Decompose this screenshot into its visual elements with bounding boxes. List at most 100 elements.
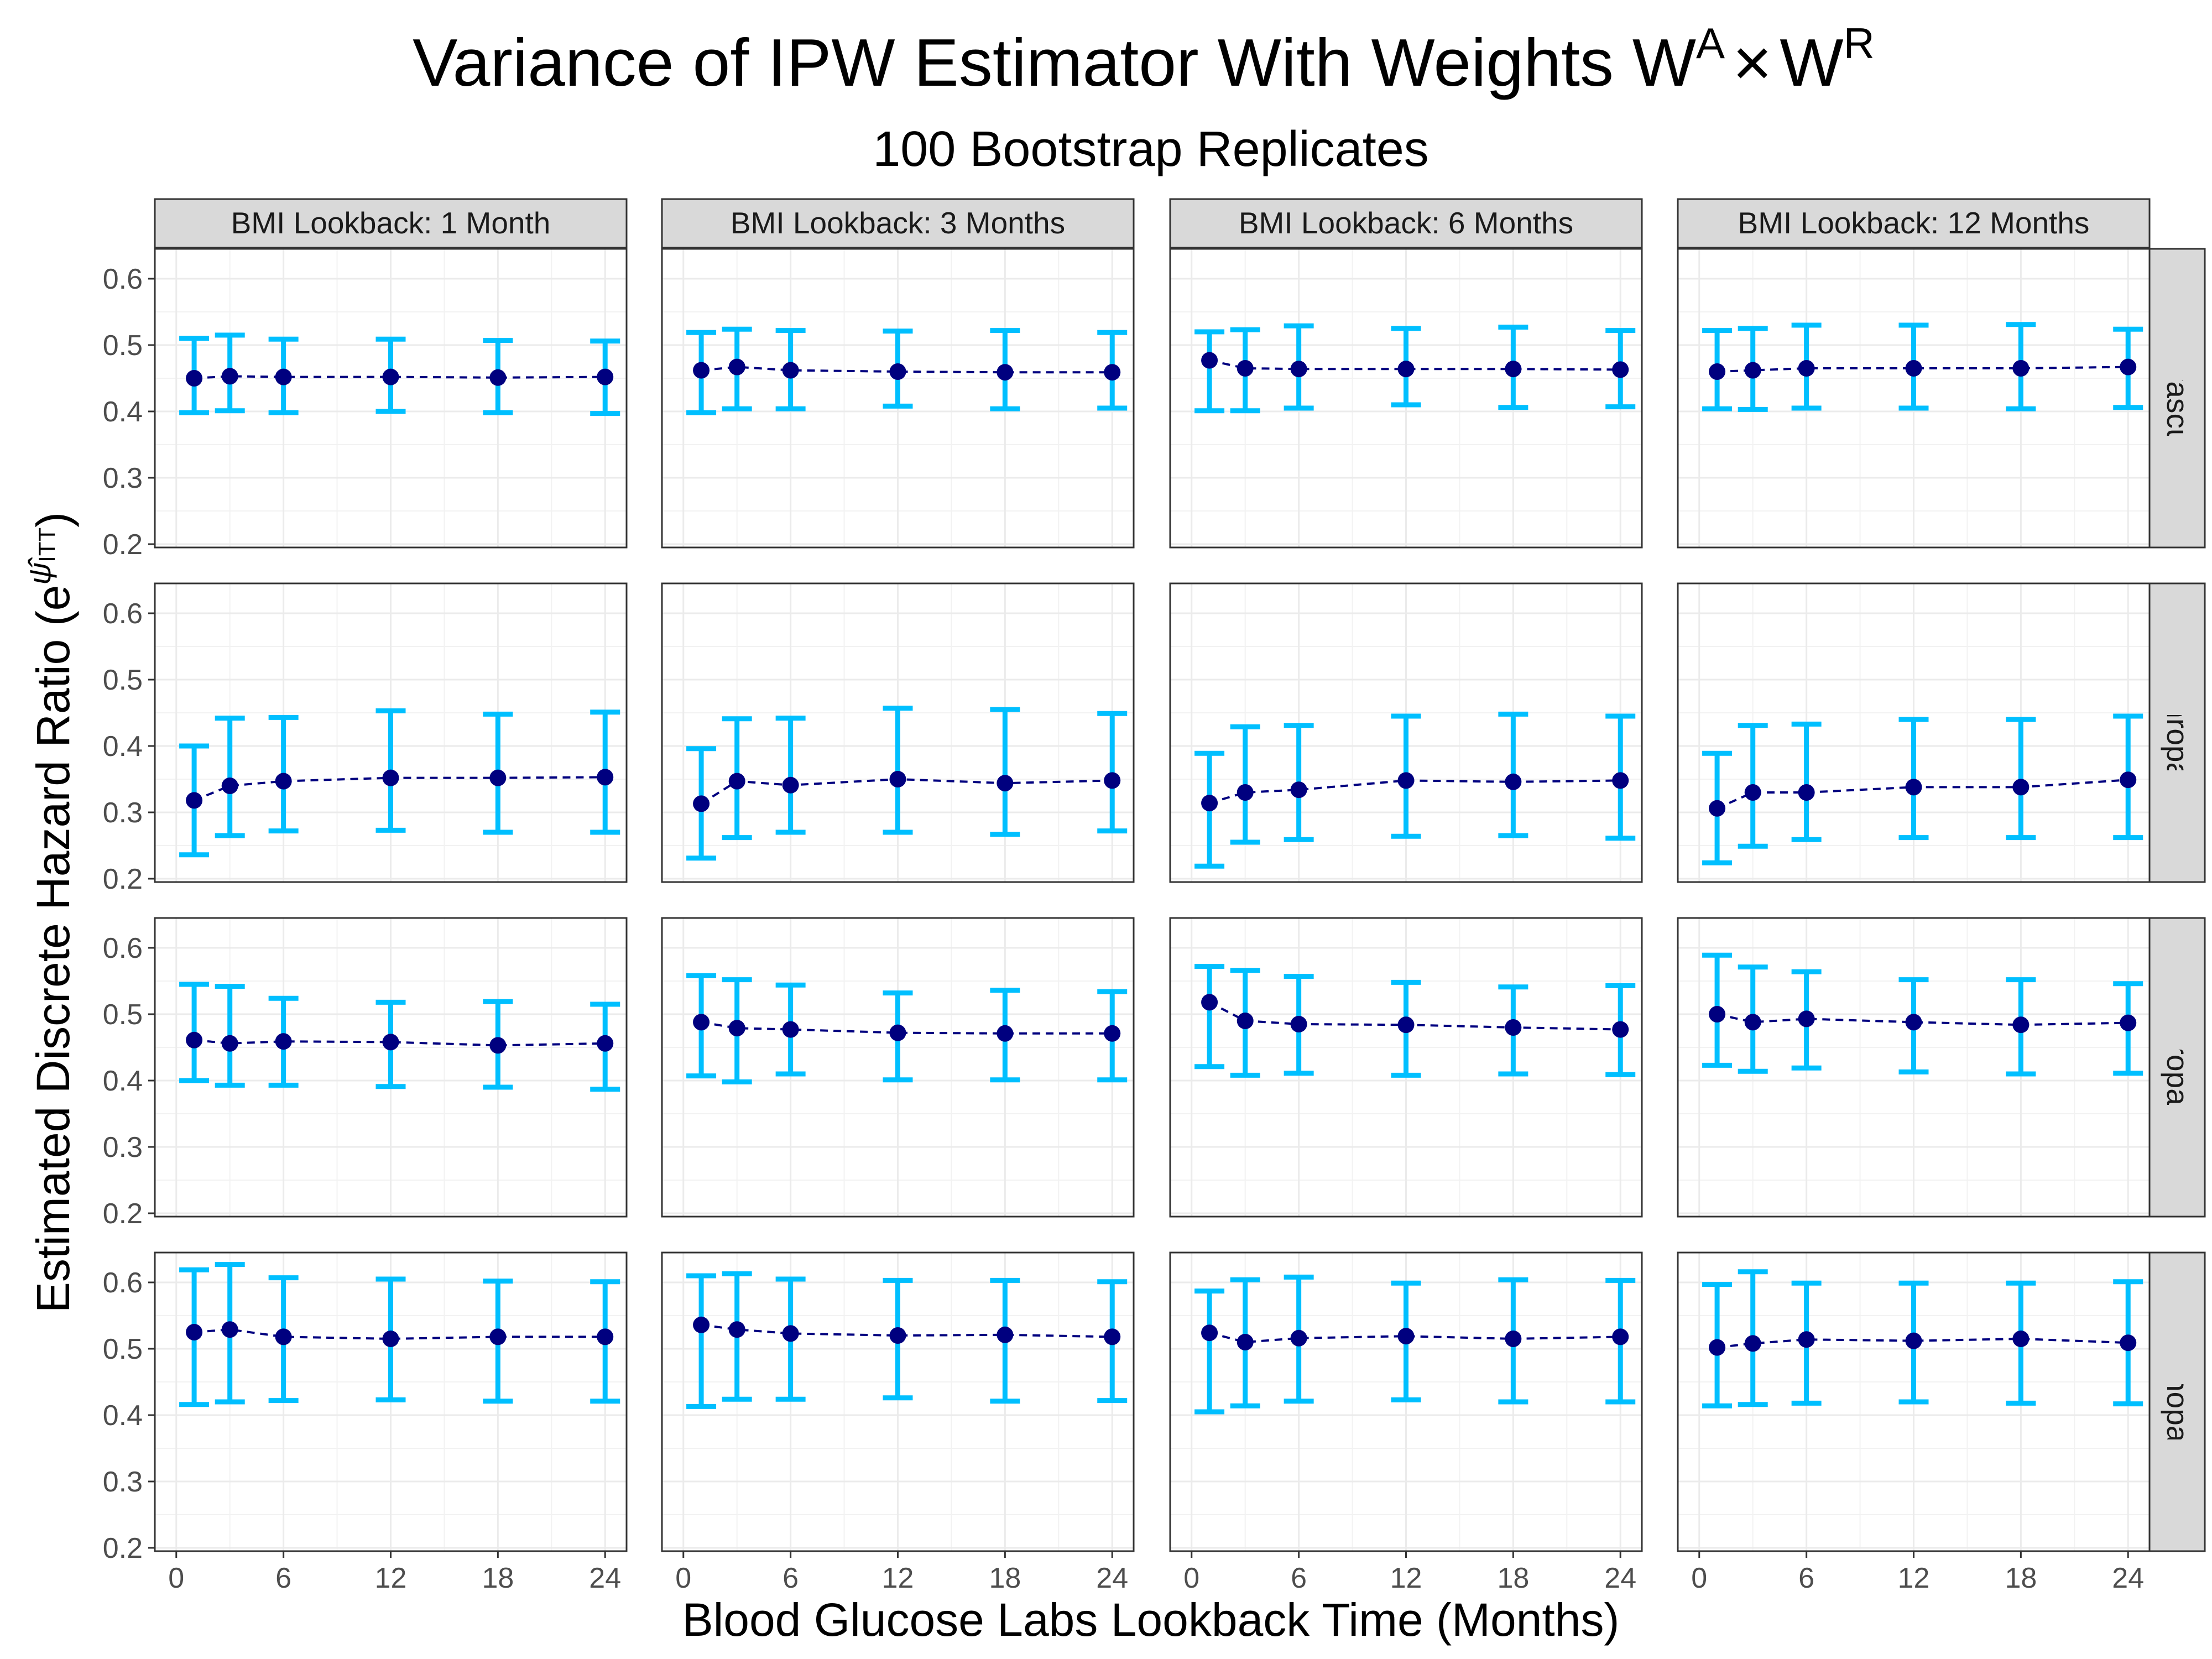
data-point <box>1290 1016 1307 1032</box>
data-point <box>1201 352 1218 369</box>
data-point <box>2120 358 2137 375</box>
data-point <box>1237 1013 1254 1029</box>
error-bar <box>2006 717 2036 841</box>
x-tick-label: 24 <box>2112 1562 2144 1594</box>
panel-border <box>1677 248 2151 549</box>
data-point <box>997 1025 1014 1042</box>
data-point <box>889 771 906 787</box>
error-bar <box>1194 1288 1225 1415</box>
y-tick-label: 0.5 <box>103 1333 143 1365</box>
data-point <box>1104 772 1121 789</box>
data-point <box>1290 1329 1307 1347</box>
y-tick-label: 0.6 <box>103 263 143 295</box>
row-strip-label: Nephropathy <box>2161 646 2195 820</box>
data-point <box>782 776 799 794</box>
data-point <box>1505 361 1522 378</box>
data-point <box>1612 1021 1629 1038</box>
row-strip <box>2148 582 2206 883</box>
y-tick-label: 0.2 <box>103 863 143 895</box>
y-tick-label: 0.5 <box>103 664 143 696</box>
data-point <box>728 773 745 790</box>
data-point <box>1709 800 1726 817</box>
data-point <box>782 1021 799 1038</box>
x-tick-label: 6 <box>1291 1562 1307 1594</box>
data-point <box>889 1327 906 1344</box>
data-point <box>693 1316 710 1333</box>
y-tick-label: 0.4 <box>103 396 143 428</box>
row-strip-label: Any Microvascular Event <box>2161 231 2195 565</box>
data-point <box>1397 1016 1415 1034</box>
data-point <box>1798 784 1815 801</box>
data-point <box>782 1325 799 1342</box>
data-point <box>597 368 614 385</box>
data-point <box>221 368 238 385</box>
data-point <box>1798 1331 1815 1348</box>
facet-panel <box>1677 582 2151 883</box>
data-point <box>997 1326 1014 1343</box>
data-point <box>997 775 1014 792</box>
data-point <box>1201 994 1218 1011</box>
data-point <box>186 1031 203 1048</box>
data-point <box>1798 1010 1815 1027</box>
panel-border <box>661 917 1135 1218</box>
data-point <box>382 368 399 385</box>
x-tick-label: 6 <box>1798 1562 1814 1594</box>
column-strip-label: BMI Lookback: 3 Months <box>731 206 1065 240</box>
y-tick-label: 0.5 <box>103 999 143 1031</box>
error-bar <box>1097 711 1128 834</box>
data-point <box>1397 1328 1415 1345</box>
data-point <box>1612 361 1629 378</box>
data-point <box>1201 795 1218 812</box>
data-point <box>1237 784 1254 801</box>
chart-title: Variance of IPW Estimator With Weights W… <box>413 19 1875 100</box>
y-tick-label: 0.4 <box>103 731 143 763</box>
panel-border <box>1169 582 1643 883</box>
x-tick-label: 24 <box>1096 1562 1128 1594</box>
data-point <box>382 1034 399 1051</box>
x-tick-label: 6 <box>782 1562 799 1594</box>
data-point <box>2012 360 2030 377</box>
facet-panel: 0.2 0.3 0.4 0.5 0.6 <box>103 248 628 561</box>
y-tick-label: 0.2 <box>103 529 143 561</box>
y-axis-title: Estimated Discrete Hazard Ratio (eψ̂ITT) <box>22 512 79 1313</box>
data-point <box>489 1328 507 1345</box>
data-point <box>275 1328 292 1345</box>
data-point <box>186 1324 203 1340</box>
y-tick-label: 0.3 <box>103 1131 143 1164</box>
data-point <box>693 1014 710 1031</box>
data-point <box>221 1035 238 1052</box>
data-point <box>1397 772 1415 789</box>
data-point <box>1612 772 1629 789</box>
data-point <box>382 769 399 786</box>
data-point <box>275 1033 292 1050</box>
x-tick-label: 12 <box>882 1562 914 1594</box>
y-tick-label: 0.3 <box>103 462 143 494</box>
error-bar <box>990 707 1020 837</box>
panel-border <box>661 248 1135 549</box>
data-point <box>1237 1334 1254 1350</box>
panel-border <box>154 582 628 883</box>
y-tick-label: 0.5 <box>103 330 143 362</box>
data-point <box>489 769 507 786</box>
column-strip <box>1677 198 2151 249</box>
data-point <box>186 370 203 387</box>
facet-panel: 0.2 0.3 0.4 0.5 0.6 <box>103 582 628 895</box>
panel-border <box>1677 582 2151 883</box>
facet-panel: 0 6 12 18 24 <box>1677 1251 2151 1594</box>
data-point <box>186 792 203 809</box>
row-strip <box>2148 1251 2206 1552</box>
data-point <box>597 1328 614 1345</box>
x-tick-label: 0 <box>675 1562 691 1594</box>
panel-border <box>1169 917 1643 1218</box>
data-point <box>2012 1016 2030 1034</box>
panel-border <box>154 917 628 1218</box>
data-point <box>1505 1019 1522 1036</box>
error-bar <box>775 716 806 835</box>
data-point <box>597 1035 614 1052</box>
column-strip-label: BMI Lookback: 1 Month <box>231 206 551 240</box>
data-point <box>1709 1339 1726 1356</box>
facet-panel: 0.2 0.3 0.4 0.5 0.6 <box>103 917 628 1230</box>
panel-border <box>1677 917 2151 1218</box>
data-point <box>1505 1331 1522 1347</box>
data-point <box>1201 1324 1218 1342</box>
